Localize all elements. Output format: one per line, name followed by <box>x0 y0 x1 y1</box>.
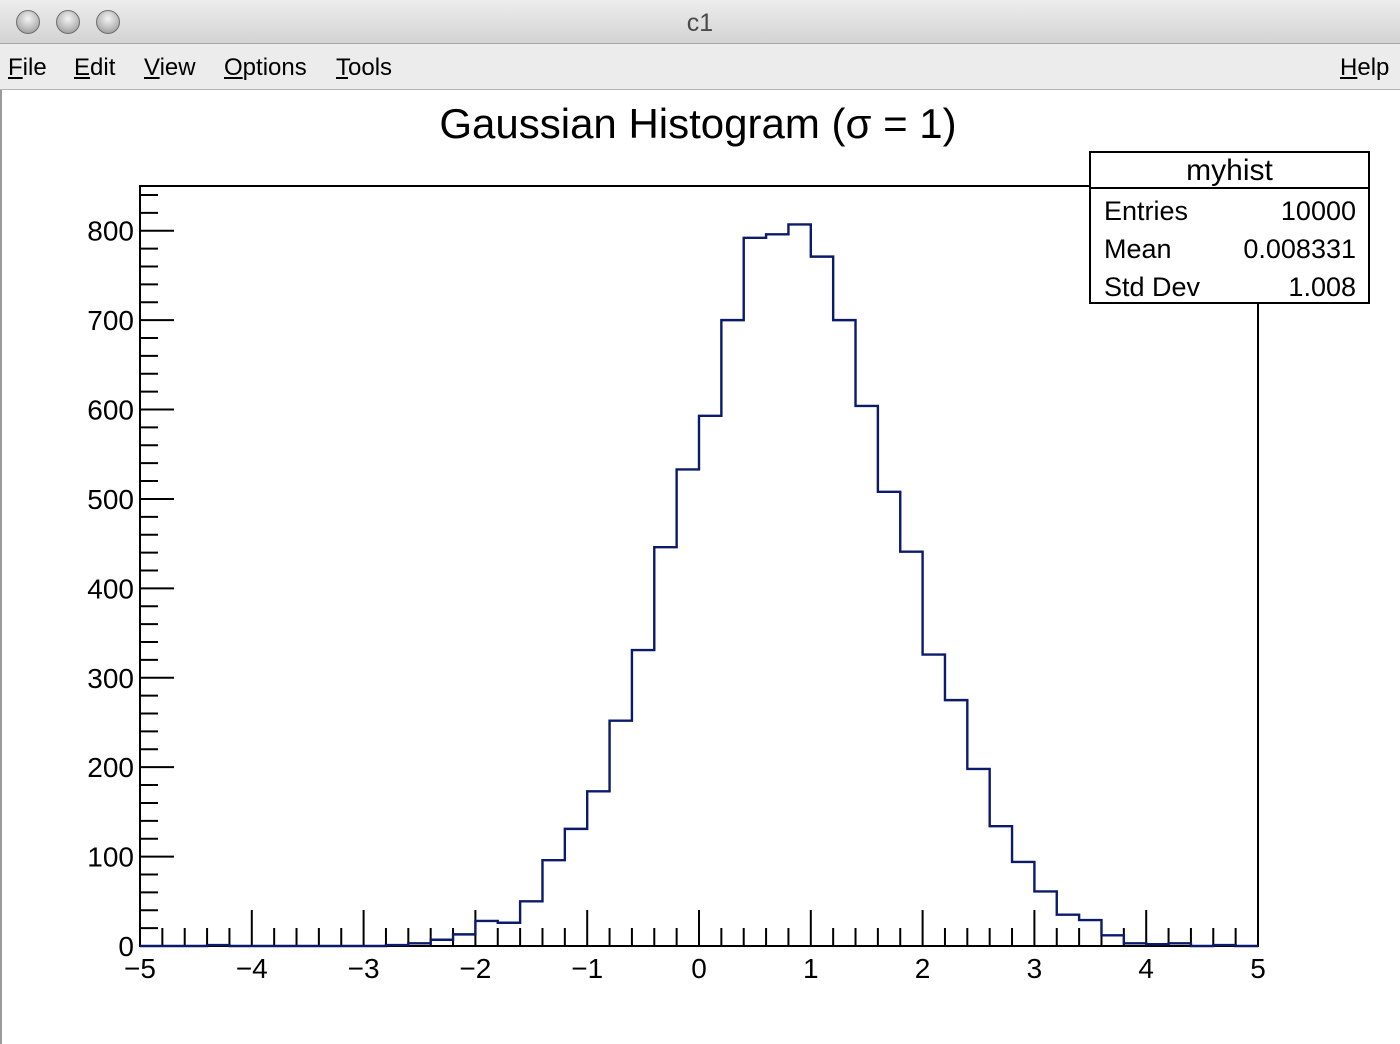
histogram-bin <box>1034 891 1056 946</box>
chart-title: Gaussian Histogram (σ = 1) <box>439 100 956 147</box>
stats-row-entries: Entries 10000 <box>1104 193 1356 229</box>
x-tick-label: 1 <box>803 953 819 984</box>
menu-help-label: elp <box>1357 54 1390 81</box>
menu-options[interactable]: Options <box>224 54 307 82</box>
y-tick-label: 100 <box>87 842 134 873</box>
histogram-bin <box>453 934 475 946</box>
menu-view-mnemonic: V <box>144 54 160 81</box>
menu-edit-mnemonic: E <box>74 54 91 81</box>
histogram-bin <box>1079 920 1101 946</box>
x-tick-label: −2 <box>459 953 491 984</box>
stats-row-std-dev: Std Dev 1.008 <box>1104 269 1356 305</box>
histogram-bin <box>900 552 922 946</box>
menu-help-mnemonic: H <box>1340 54 1358 81</box>
x-tick-label: 0 <box>691 953 707 984</box>
menu-file-label: ile <box>22 54 47 81</box>
histogram-bin <box>610 721 632 946</box>
stats-label: Entries <box>1104 196 1189 226</box>
histogram-bin <box>967 769 989 946</box>
menu-tools[interactable]: Tools <box>336 54 392 82</box>
histogram-bin <box>811 257 833 946</box>
histogram-bin <box>498 923 520 946</box>
axis-ticks <box>139 193 1259 947</box>
y-tick-label: 800 <box>87 216 134 247</box>
menu-options-label: ptions <box>242 54 307 81</box>
histogram-bin <box>654 547 676 946</box>
histogram-bin <box>542 860 564 946</box>
histogram-bin <box>520 901 542 946</box>
zoom-window-button[interactable] <box>96 10 120 34</box>
histogram-bin <box>878 492 900 946</box>
histogram-bin <box>632 650 654 946</box>
x-tick-label: 4 <box>1138 953 1154 984</box>
stats-label: Std Dev <box>1104 272 1201 302</box>
menu-view-label: iew <box>159 54 196 81</box>
histogram-bin <box>587 791 609 946</box>
histogram-bin <box>699 416 721 946</box>
histogram-bin <box>744 238 766 946</box>
histogram-bin <box>945 700 967 946</box>
histogram-bin <box>1101 935 1123 946</box>
stats-value: 0.008331 <box>1243 234 1356 264</box>
histogram-bin <box>677 469 699 946</box>
menu-bar: File Edit View Options Tools Help <box>0 44 1400 90</box>
y-tick-label: 600 <box>87 395 134 426</box>
y-tick-label: 0 <box>118 931 134 962</box>
minimize-window-button[interactable] <box>56 10 80 34</box>
histogram-bin <box>766 234 788 946</box>
menu-tools-mnemonic: T <box>336 54 348 81</box>
close-window-button[interactable] <box>16 10 40 34</box>
stats-row-mean: Mean 0.008331 <box>1104 231 1356 267</box>
menu-options-mnemonic: O <box>224 54 243 81</box>
histogram-bin <box>990 826 1012 946</box>
y-tick-label: 500 <box>87 484 134 515</box>
window-title: c1 <box>686 9 714 37</box>
menu-tools-label: ools <box>348 54 393 81</box>
x-tick-label: 2 <box>915 953 931 984</box>
menu-edit-label: dit <box>90 54 116 81</box>
x-tick-label: 5 <box>1250 953 1266 984</box>
menu-view[interactable]: View <box>144 54 196 82</box>
stats-label: Mean <box>1104 234 1172 264</box>
y-tick-label: 200 <box>87 752 134 783</box>
x-tick-label: −1 <box>571 953 603 984</box>
x-tick-label: −5 <box>124 953 156 984</box>
histogram-bin <box>475 921 497 946</box>
histogram-bin <box>1057 915 1079 946</box>
menu-edit[interactable]: Edit <box>74 54 115 82</box>
histogram-bin <box>721 320 743 946</box>
histogram-bin <box>788 224 810 946</box>
menu-help[interactable]: Help <box>1340 54 1389 82</box>
axis-tick-labels: −5 −4 −3 −2 −1 0 1 2 3 4 5 0 100 200 300 400 500 600 700 80… <box>87 216 1266 984</box>
histogram-outline <box>140 223 1258 948</box>
y-tick-label: 400 <box>87 573 134 604</box>
y-tick-label: 300 <box>87 663 134 694</box>
histogram-bin <box>833 320 855 946</box>
histogram-bin <box>1012 862 1034 946</box>
stats-value: 10000 <box>1280 196 1356 226</box>
y-tick-label: 700 <box>87 305 134 336</box>
title-bar: c1 <box>0 0 1400 44</box>
x-tick-label: −3 <box>348 953 380 984</box>
menu-file[interactable]: File <box>8 54 47 82</box>
histogram-bin <box>923 655 945 946</box>
stats-box[interactable]: myhist Entries 10000 Mean 0.008331 Std D… <box>1089 151 1370 304</box>
histogram-bin <box>856 406 878 946</box>
x-tick-label: −4 <box>236 953 268 984</box>
x-tick-label: 3 <box>1027 953 1043 984</box>
stats-title: myhist <box>1091 153 1368 189</box>
stats-value: 1.008 <box>1288 272 1356 302</box>
histogram-bin <box>565 829 587 946</box>
menu-file-mnemonic: F <box>8 54 23 81</box>
